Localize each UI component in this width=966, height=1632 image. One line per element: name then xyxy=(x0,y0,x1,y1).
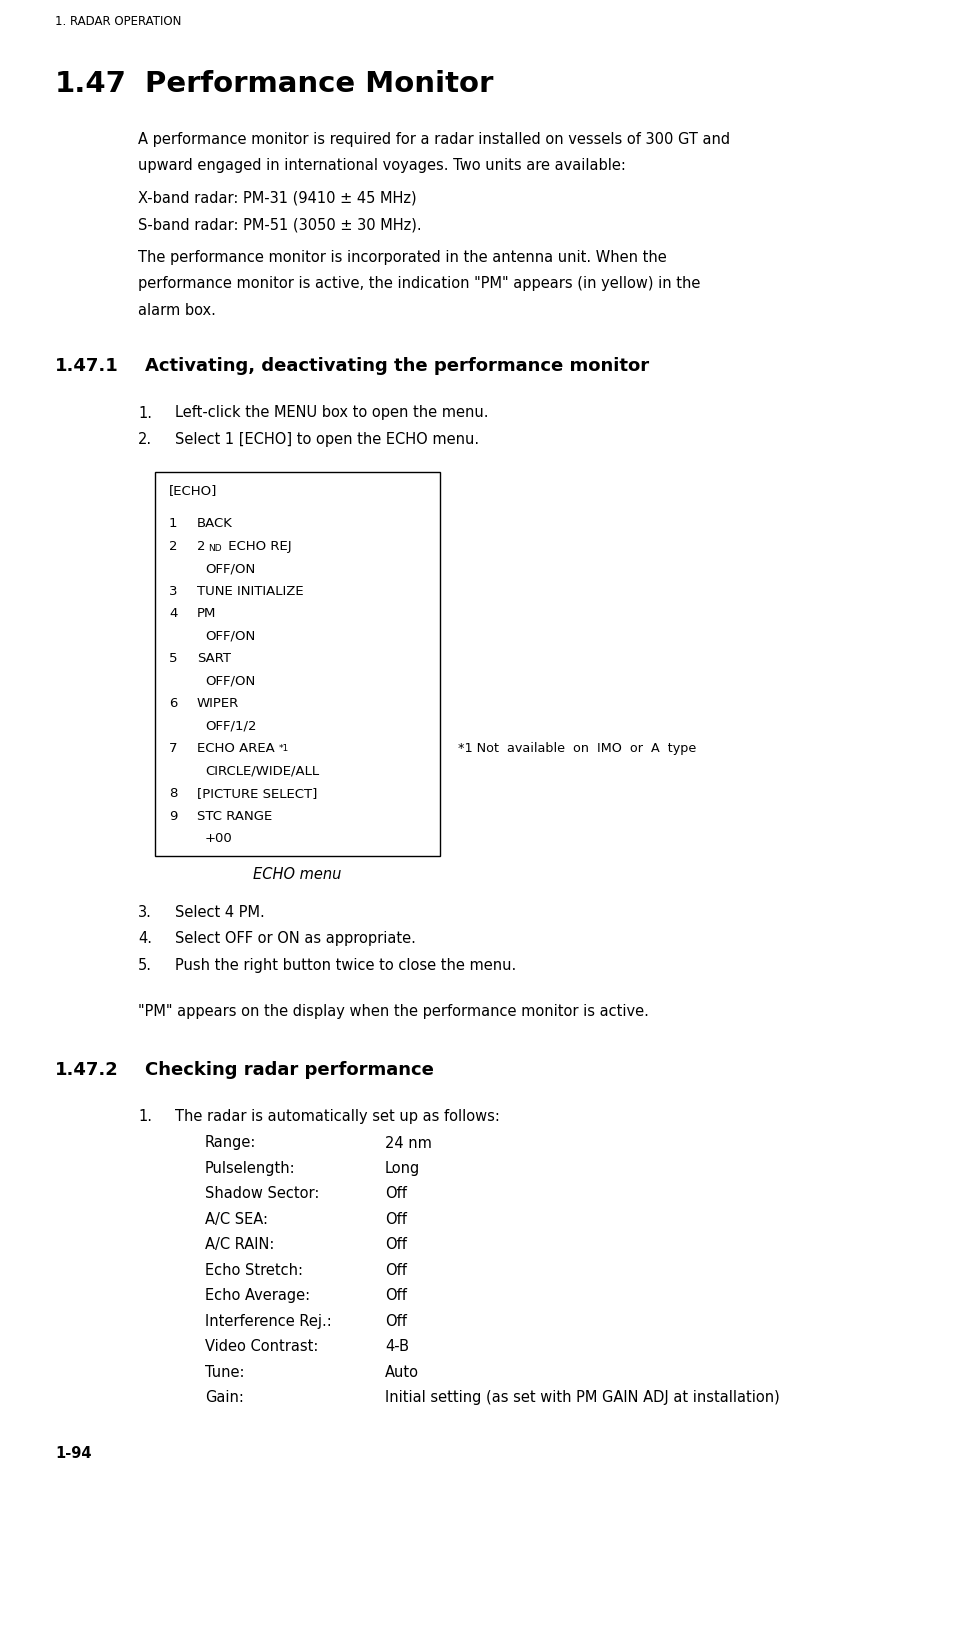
Text: Interference Rej.:: Interference Rej.: xyxy=(205,1314,331,1328)
Text: 1.47: 1.47 xyxy=(55,70,127,98)
Text: ECHO menu: ECHO menu xyxy=(253,867,342,881)
Text: S-band radar: PM-51 (3050 ± 30 MHz).: S-band radar: PM-51 (3050 ± 30 MHz). xyxy=(138,217,421,232)
Text: A/C SEA:: A/C SEA: xyxy=(205,1211,268,1226)
Text: Select 4 PM.: Select 4 PM. xyxy=(175,904,265,919)
Text: alarm box.: alarm box. xyxy=(138,304,215,318)
Text: 9: 9 xyxy=(169,809,178,823)
Text: BACK: BACK xyxy=(197,517,233,530)
Text: Echo Stretch:: Echo Stretch: xyxy=(205,1262,303,1278)
Text: 7: 7 xyxy=(169,743,178,756)
Text: OFF/ON: OFF/ON xyxy=(205,630,255,643)
Text: 1: 1 xyxy=(169,517,178,530)
Text: 24 nm: 24 nm xyxy=(385,1134,432,1151)
Text: Checking radar performance: Checking radar performance xyxy=(145,1061,434,1079)
Text: Long: Long xyxy=(385,1160,420,1175)
Text: X-band radar: PM-31 (9410 ± 45 MHz): X-band radar: PM-31 (9410 ± 45 MHz) xyxy=(138,191,416,206)
Text: 5.: 5. xyxy=(138,958,152,973)
Text: 1.47.1: 1.47.1 xyxy=(55,357,119,375)
Text: A/C RAIN:: A/C RAIN: xyxy=(205,1237,274,1252)
Text: Push the right button twice to close the menu.: Push the right button twice to close the… xyxy=(175,958,516,973)
Text: Left-click the MENU box to open the menu.: Left-click the MENU box to open the menu… xyxy=(175,405,489,421)
Text: A performance monitor is required for a radar installed on vessels of 300 GT and: A performance monitor is required for a … xyxy=(138,132,730,147)
Text: *1 Not  available  on  IMO  or  A  type: *1 Not available on IMO or A type xyxy=(458,743,696,756)
Text: 5: 5 xyxy=(169,653,178,666)
Text: Off: Off xyxy=(385,1262,407,1278)
Text: WIPER: WIPER xyxy=(197,697,240,710)
Text: "PM" appears on the display when the performance monitor is active.: "PM" appears on the display when the per… xyxy=(138,1004,649,1018)
Text: upward engaged in international voyages. Two units are available:: upward engaged in international voyages.… xyxy=(138,158,626,173)
Text: 4: 4 xyxy=(169,607,178,620)
Text: Range:: Range: xyxy=(205,1134,256,1151)
Text: Off: Off xyxy=(385,1314,407,1328)
Text: Pulselength:: Pulselength: xyxy=(205,1160,296,1175)
Text: 2.: 2. xyxy=(138,432,152,447)
Text: ECHO REJ: ECHO REJ xyxy=(224,540,292,553)
Text: Gain:: Gain: xyxy=(205,1390,243,1405)
Text: Video Contrast:: Video Contrast: xyxy=(205,1338,319,1353)
Text: Select 1 [ECHO] to open the ECHO menu.: Select 1 [ECHO] to open the ECHO menu. xyxy=(175,432,479,447)
Text: Off: Off xyxy=(385,1186,407,1201)
Text: 1.47.2: 1.47.2 xyxy=(55,1061,119,1079)
Text: 1.: 1. xyxy=(138,405,152,421)
Text: SART: SART xyxy=(197,653,231,666)
Text: 3: 3 xyxy=(169,584,178,597)
Text: 6: 6 xyxy=(169,697,178,710)
Text: Tune:: Tune: xyxy=(205,1364,244,1379)
Text: Initial setting (as set with PM GAIN ADJ at installation): Initial setting (as set with PM GAIN ADJ… xyxy=(385,1390,780,1405)
Text: [PICTURE SELECT]: [PICTURE SELECT] xyxy=(197,787,318,800)
Text: performance monitor is active, the indication "PM" appears (in yellow) in the: performance monitor is active, the indic… xyxy=(138,276,700,292)
Text: Echo Average:: Echo Average: xyxy=(205,1288,310,1302)
Text: Off: Off xyxy=(385,1211,407,1226)
Bar xyxy=(155,472,440,857)
Text: Performance Monitor: Performance Monitor xyxy=(145,70,494,98)
Text: 1.: 1. xyxy=(138,1108,152,1123)
Text: Off: Off xyxy=(385,1237,407,1252)
Text: Activating, deactivating the performance monitor: Activating, deactivating the performance… xyxy=(145,357,649,375)
Text: 8: 8 xyxy=(169,787,178,800)
Text: PM: PM xyxy=(197,607,216,620)
Text: Shadow Sector:: Shadow Sector: xyxy=(205,1186,328,1201)
Text: OFF/ON: OFF/ON xyxy=(205,561,255,574)
Text: 2: 2 xyxy=(197,540,206,553)
Text: 1. RADAR OPERATION: 1. RADAR OPERATION xyxy=(55,15,182,28)
Text: ND: ND xyxy=(209,543,222,553)
Text: Auto: Auto xyxy=(385,1364,419,1379)
Text: CIRCLE/WIDE/ALL: CIRCLE/WIDE/ALL xyxy=(205,764,319,777)
Text: 1-94: 1-94 xyxy=(55,1444,92,1461)
Text: 3.: 3. xyxy=(138,904,152,919)
Text: TUNE INITIALIZE: TUNE INITIALIZE xyxy=(197,584,303,597)
Text: *1: *1 xyxy=(279,744,289,752)
Text: Select OFF or ON as appropriate.: Select OFF or ON as appropriate. xyxy=(175,930,416,947)
Text: [ECHO]: [ECHO] xyxy=(169,485,217,498)
Text: 4-B: 4-B xyxy=(385,1338,409,1353)
Text: STC RANGE: STC RANGE xyxy=(197,809,272,823)
Text: OFF/ON: OFF/ON xyxy=(205,674,255,687)
Text: The radar is automatically set up as follows:: The radar is automatically set up as fol… xyxy=(175,1108,499,1123)
Text: 4.: 4. xyxy=(138,930,152,947)
Text: 2: 2 xyxy=(169,540,178,553)
Text: OFF/1/2: OFF/1/2 xyxy=(205,720,257,733)
Text: +00: +00 xyxy=(205,832,233,845)
Text: The performance monitor is incorporated in the antenna unit. When the: The performance monitor is incorporated … xyxy=(138,250,667,264)
Text: ECHO AREA: ECHO AREA xyxy=(197,743,274,756)
Text: Off: Off xyxy=(385,1288,407,1302)
